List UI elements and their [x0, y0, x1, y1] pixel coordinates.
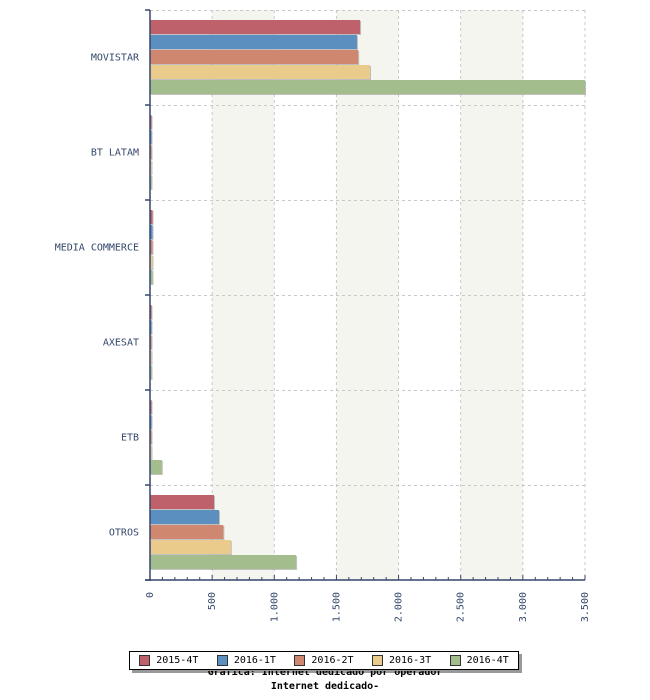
chart-title: Grafica: Internet dedicado por operador: [207, 667, 443, 678]
bar-shadow: [151, 366, 153, 380]
grid-lines: [150, 10, 586, 580]
legend-swatch: [449, 655, 461, 666]
bar-shadow: [151, 401, 153, 415]
x-tick-label: 2.500: [456, 592, 467, 622]
y-tick-label: OTROS: [109, 528, 139, 539]
legend-item: 2016-1T: [216, 655, 276, 666]
chart-subtitle: Internet dedicado-: [270, 681, 380, 692]
legend-item: 2016-2T: [294, 655, 354, 666]
legend-label: 2015-4T: [156, 655, 199, 666]
x-tick-label: 1.000: [269, 592, 280, 622]
bar-shadow: [151, 321, 153, 335]
legend-swatch: [139, 655, 151, 666]
chart: MOVISTAR BT LATAM MEDIA COMMERCE AXESAT ETB O…: [55, 9, 591, 622]
y-tick-label: AXESAT: [103, 338, 139, 349]
legend-item: 2015-4T: [139, 655, 198, 666]
x-tick-label: 2.000: [394, 592, 405, 622]
bar-shadow: [151, 146, 153, 160]
legend-swatch: [294, 655, 306, 666]
legend-label: 2016-2T: [311, 655, 354, 666]
bar-shadow: [151, 306, 153, 320]
bar-2016-1T-otros: [150, 510, 219, 524]
bar-2016-3T-otros: [150, 540, 231, 554]
bar-shadow: [151, 336, 153, 350]
bar-shadow: [151, 131, 153, 145]
x-tick-label: 500: [207, 592, 218, 610]
legend-label: 2016-3T: [389, 655, 432, 666]
bar-shadow: [151, 446, 153, 460]
bar-shadow: [151, 161, 153, 175]
bar-2016-4T-media-commerce: [150, 270, 153, 284]
y-axis-labels: MOVISTAR BT LATAM MEDIA COMMERCE AXESAT ETB O…: [55, 53, 140, 539]
y-tick-label: MEDIA COMMERCE: [55, 243, 139, 254]
y-tick-label: ETB: [121, 433, 139, 444]
bar-2015-4T-otros: [150, 495, 215, 509]
x-tick-label: 3.500: [580, 592, 591, 622]
bar-shadow: [151, 431, 153, 445]
x-tick-label: 0: [145, 592, 156, 598]
legend-label: 2016-4T: [466, 655, 509, 666]
y-tick-label: BT LATAM: [91, 148, 139, 159]
bar-2016-1T-media-commerce: [150, 225, 153, 239]
bar-2016-3T-media-commerce: [150, 255, 153, 269]
bar-2016-3T-movistar: [150, 65, 370, 79]
bars: [150, 20, 586, 570]
y-tick-label: MOVISTAR: [91, 53, 140, 64]
legend-item: 2016-4T: [449, 655, 509, 666]
bar-shadow: [151, 176, 153, 190]
bar-2016-2T-media-commerce: [150, 240, 153, 254]
x-tick-label: 3.000: [518, 592, 529, 622]
bar-shadow: [151, 351, 153, 365]
bar-shadow: [151, 116, 153, 130]
legend-item: 2016-3T: [372, 655, 431, 666]
bar-2016-4T-otros: [150, 555, 297, 569]
legend-label: 2016-1T: [233, 655, 276, 666]
bar-2016-2T-otros: [150, 525, 224, 539]
legend: 2015-4T 2016-1T 2016-2T 2016-3T 2016-4T: [129, 651, 519, 670]
bar-2015-4T-media-commerce: [150, 210, 153, 224]
bar-2016-2T-movistar: [150, 50, 359, 64]
bar-shadow: [151, 416, 153, 430]
bar-2016-1T-movistar: [150, 35, 357, 49]
legend-swatch: [372, 655, 383, 666]
legend-swatch: [216, 655, 228, 666]
bar-2016-4T-movistar: [150, 80, 585, 94]
x-tick-label: 1.500: [331, 592, 342, 622]
bar-2015-4T-movistar: [150, 20, 361, 34]
bar-2016-4T-etb: [150, 460, 162, 474]
axes: [145, 9, 586, 581]
x-axis-labels: 0 500 1.000 1.500 2.000 2.500 3.000 3.500: [145, 592, 591, 622]
